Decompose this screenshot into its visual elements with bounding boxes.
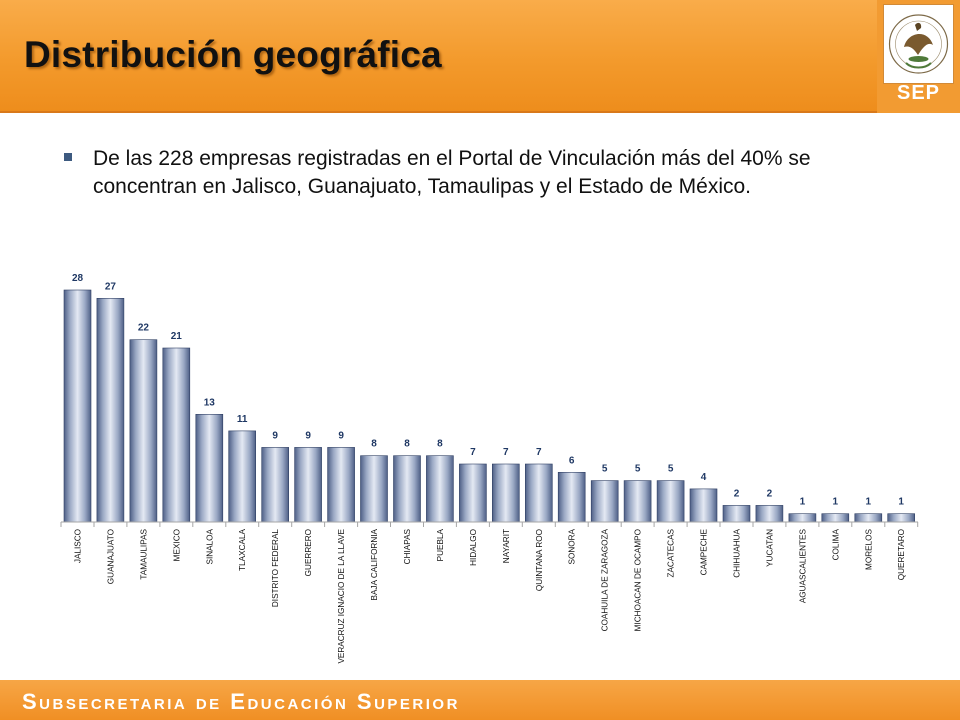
data-label: 11	[237, 414, 248, 425]
bar-mexico	[162, 347, 191, 523]
data-label: 5	[668, 464, 674, 475]
category-label: JALISCO	[74, 529, 83, 563]
bar-guanajuato	[96, 297, 125, 523]
sep-logo: SEP	[877, 0, 960, 113]
bar-puebla	[426, 455, 454, 523]
bar-aguascalientes	[788, 513, 817, 523]
category-label: COAHUILA DE ZARAGOZA	[601, 528, 610, 631]
data-label: 5	[635, 464, 641, 475]
category-label: QUERETARO	[897, 529, 906, 580]
bar-veracruz-ignacio-de-la-llave	[327, 447, 355, 523]
bar-coahuila-de-zaragoza	[590, 480, 619, 523]
bar-quintana-roo	[524, 463, 553, 523]
footer-bar: Subsecretaria de Educación Superior	[0, 680, 960, 720]
data-label: 22	[138, 323, 150, 334]
bar-jalisco	[63, 289, 92, 523]
data-label: 7	[503, 447, 509, 458]
category-label: QUINTANA ROO	[535, 529, 544, 591]
data-label: 7	[536, 447, 542, 458]
category-label: GUERRERO	[304, 529, 313, 576]
data-label: 8	[371, 439, 377, 450]
bar-zacatecas	[656, 480, 685, 523]
data-label: 2	[734, 488, 740, 499]
coat-of-arms-icon	[883, 4, 954, 84]
data-label: 28	[72, 273, 84, 284]
bar-campeche	[689, 488, 718, 523]
data-label: 1	[866, 497, 872, 508]
data-label: 4	[701, 472, 707, 483]
category-label: HIDALGO	[469, 529, 478, 566]
data-label: 27	[105, 281, 117, 292]
bar-michoacan-de-ocampo	[623, 480, 652, 523]
data-label: 5	[602, 464, 608, 475]
category-label: COLIMA	[831, 528, 840, 560]
bar-hidalgo	[459, 463, 487, 523]
data-label: 8	[404, 439, 410, 450]
category-label: GUANAJUATO	[106, 529, 115, 584]
category-label: PUEBLA	[436, 528, 445, 561]
data-label: 9	[272, 430, 278, 441]
bar-baja-california	[360, 455, 388, 523]
bar-sonora	[557, 472, 586, 523]
category-label: ZACATECAS	[667, 528, 676, 577]
header-bar: Distribución geográfica	[0, 0, 877, 113]
bar-nayarit	[491, 463, 520, 523]
bar-queretaro	[887, 513, 916, 523]
category-label: MICHOACAN DE OCAMPO	[634, 529, 643, 631]
data-label: 1	[833, 497, 839, 508]
data-label: 2	[767, 488, 773, 499]
category-label: MORELOS	[864, 528, 873, 569]
category-label: YUCATAN	[765, 529, 774, 567]
category-label: BAJA CALIFORNIA	[370, 528, 379, 600]
category-label: CAMPECHE	[700, 528, 709, 575]
bullet-square-icon	[64, 153, 72, 161]
bar-chiapas	[393, 455, 421, 523]
bar-sinaloa	[195, 414, 224, 523]
category-label: VERACRUZ IGNACIO DE LA LLAVE	[337, 528, 346, 663]
bar-chihuahua	[722, 505, 751, 523]
category-label: CHIHUAHUA	[733, 528, 742, 577]
data-label: 9	[305, 430, 311, 441]
category-label: SONORA	[568, 528, 577, 564]
data-label: 6	[569, 455, 575, 466]
category-label: NAYARIT	[502, 529, 511, 563]
category-label: TAMAULIPAS	[139, 528, 148, 579]
data-label: 1	[898, 497, 904, 508]
category-label: SINALOA	[205, 528, 214, 564]
category-label: TLAXCALA	[238, 528, 247, 570]
sep-logo-text: SEP	[896, 82, 941, 104]
data-label: 8	[437, 439, 443, 450]
category-label: CHIAPAS	[403, 528, 412, 564]
bar-colima	[821, 513, 850, 523]
category-label: MEXICO	[172, 529, 181, 561]
bar-morelos	[854, 513, 883, 523]
bar-yucatan	[755, 505, 784, 523]
bar-tlaxcala	[228, 430, 256, 523]
data-label: 21	[171, 331, 183, 342]
data-label: 13	[204, 397, 216, 408]
slide-title: Distribución geográfica	[24, 34, 442, 75]
bar-distrito-federal	[261, 447, 290, 523]
footer-text: Subsecretaria de Educación Superior	[22, 689, 460, 714]
bar-tamaulipas	[129, 339, 158, 523]
data-label: 1	[800, 497, 806, 508]
category-label: DISTRITO FEDERAL	[271, 529, 280, 608]
data-label: 7	[470, 447, 476, 458]
category-label: AGUASCALIENTES	[798, 528, 807, 603]
data-label: 9	[338, 430, 344, 441]
bar-guerrero	[294, 447, 322, 523]
bullet-text: De las 228 empresas registradas en el Po…	[93, 147, 811, 198]
